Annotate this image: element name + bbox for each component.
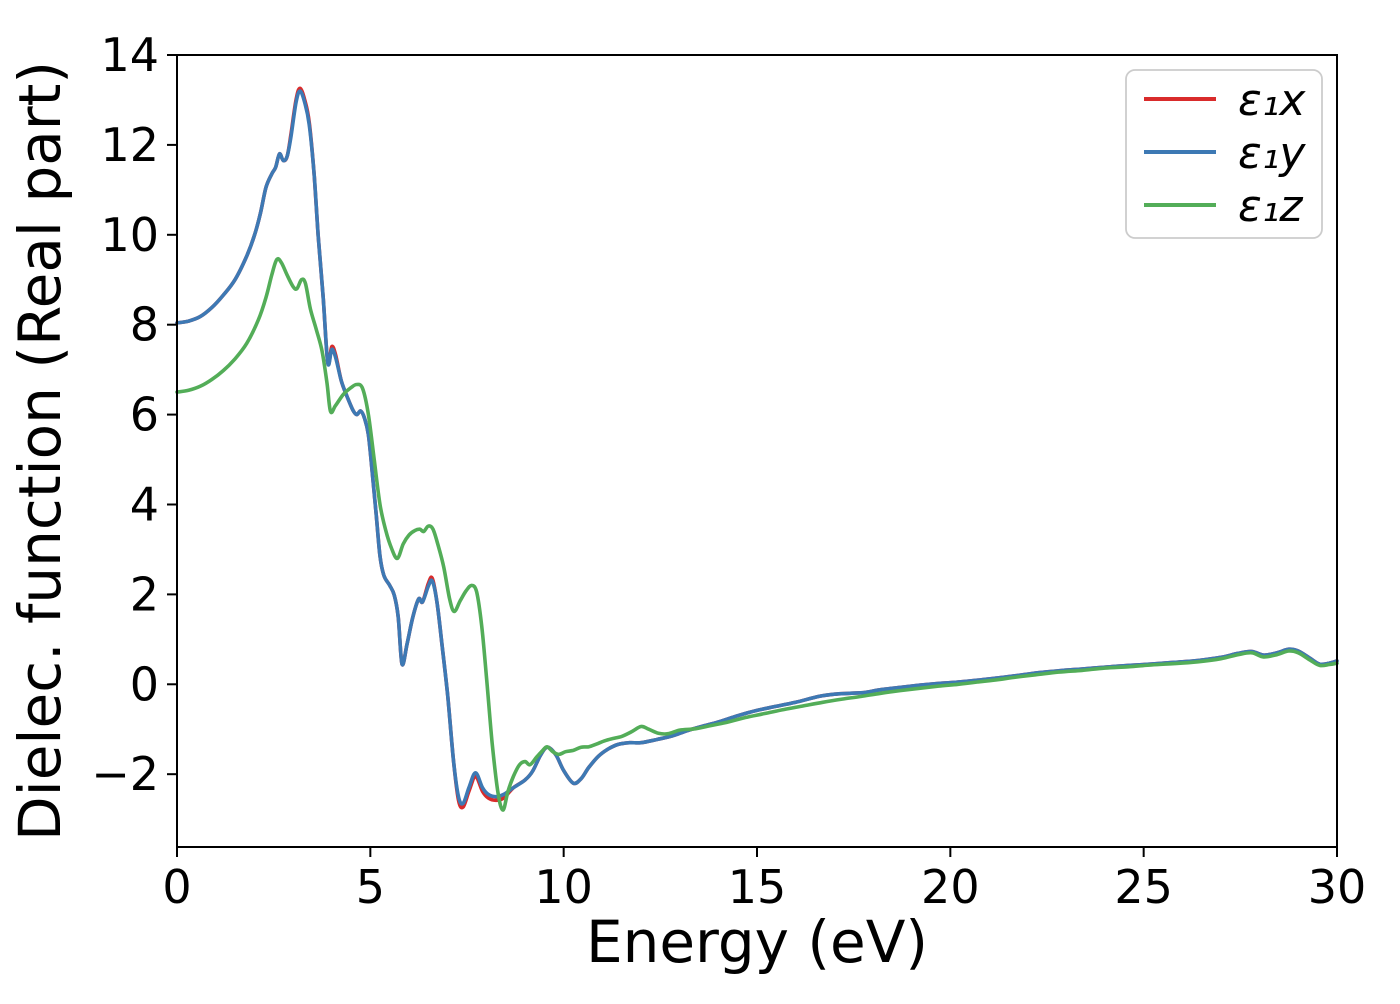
y-tick-label: 8 [130, 298, 159, 352]
y-tick-label: 6 [130, 388, 159, 442]
legend-label-eps1z: ε₁z [1238, 181, 1303, 232]
legend-frame [1125, 69, 1323, 239]
series-layer [175, 86, 1339, 812]
legend: ε₁x ε₁y ε₁z [1125, 69, 1323, 239]
y-axis-label: Dielec. function (Real part) [6, 61, 74, 841]
y-tick-label: 12 [100, 118, 159, 172]
x-tick-label: 30 [1308, 860, 1367, 914]
y-tick-label: 2 [130, 567, 159, 621]
x-tick-label: 15 [728, 860, 787, 914]
y-tick-label: 14 [100, 28, 159, 82]
y-tick-label: 0 [130, 657, 159, 711]
x-tick-label: 0 [162, 860, 191, 914]
y-tick-label: −2 [91, 747, 159, 801]
x-tick-label: 10 [534, 860, 593, 914]
y-tick-label: 10 [100, 208, 159, 262]
x-tick-label: 20 [921, 860, 980, 914]
tick-layer: 0 5 10 15 20 25 30 −2 0 2 4 6 8 10 12 14 [91, 28, 1366, 914]
legend-label-eps1y: ε₁y [1238, 128, 1306, 179]
x-axis-label: Energy (eV) [586, 908, 928, 976]
x-tick-label: 5 [356, 860, 385, 914]
series-curve-eps1z [175, 256, 1339, 812]
x-tick-label: 25 [1114, 860, 1173, 914]
legend-label-eps1x: ε₁x [1238, 75, 1306, 126]
y-tick-label: 4 [130, 477, 159, 531]
legend-entry: ε₁z [1144, 181, 1303, 232]
legend-entry: ε₁y [1144, 128, 1306, 179]
legend-entry: ε₁x [1144, 75, 1306, 126]
